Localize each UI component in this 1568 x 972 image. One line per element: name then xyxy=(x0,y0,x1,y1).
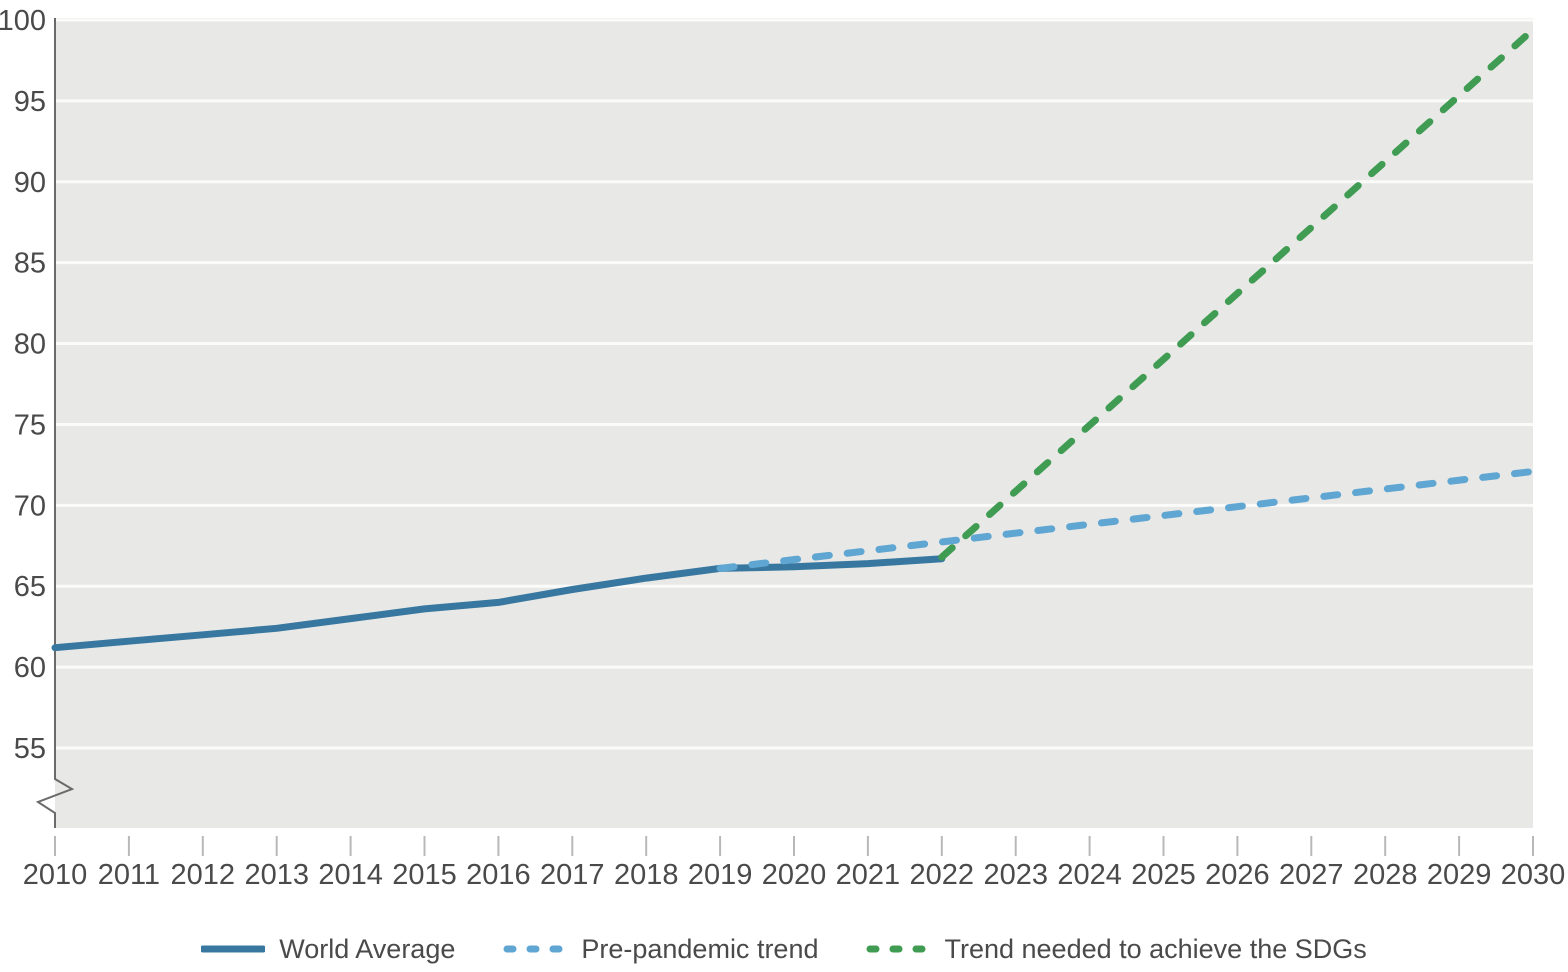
chart-plot-svg: 55 60 65 70 75 80 85 90 95 100 2010 2011 2012 2013 201… xyxy=(0,5,1566,891)
legend-label-world-average: World Average xyxy=(279,933,456,964)
y-axis-label-70: 70 xyxy=(14,490,46,522)
y-axis-label-85: 85 xyxy=(14,248,46,280)
x-axis-label-2015: 2015 xyxy=(392,859,457,891)
world-average-line-swatch xyxy=(201,945,266,953)
x-axis-label-2018: 2018 xyxy=(614,859,679,891)
x-axis-label-2013: 2013 xyxy=(244,859,309,891)
legend-item-sdg-trend: Trend needed to achieve the SDGs xyxy=(866,933,1367,965)
x-axis-label-2012: 2012 xyxy=(171,859,236,891)
y-axis-label-60: 60 xyxy=(14,652,46,684)
legend-label-pre-pandemic-trend: Pre-pandemic trend xyxy=(581,933,819,964)
x-axis-label-2023: 2023 xyxy=(983,859,1048,891)
y-axis-line-with-break xyxy=(35,18,75,828)
series-line-pre-pandemic-trend xyxy=(716,467,1537,572)
y-axis-label-65: 65 xyxy=(14,571,46,603)
y-axis-label-80: 80 xyxy=(14,329,46,361)
x-axis-label-2028: 2028 xyxy=(1353,859,1418,891)
x-axis-label-2011: 2011 xyxy=(98,859,160,891)
x-axis-label-2016: 2016 xyxy=(466,859,531,891)
y-axis-label-100: 100 xyxy=(0,5,46,37)
x-axis-label-2030: 2030 xyxy=(1501,859,1566,891)
x-axis-label-2029: 2029 xyxy=(1427,859,1492,891)
x-axis-label-2019: 2019 xyxy=(688,859,753,891)
x-axis-label-2026: 2026 xyxy=(1205,859,1270,891)
x-axis-label-2014: 2014 xyxy=(318,859,383,891)
y-axis-label-95: 95 xyxy=(14,86,46,118)
x-axis-label-2021: 2021 xyxy=(836,859,901,891)
x-axis-label-2022: 2022 xyxy=(910,859,975,891)
pre-pandemic-trend-line-swatch xyxy=(503,945,568,953)
x-axis-label-2024: 2024 xyxy=(1057,859,1122,891)
sdg-trend-line-swatch xyxy=(866,945,931,953)
y-axis-label-90: 90 xyxy=(14,167,46,199)
legend-item-world-average: World Average xyxy=(201,934,455,965)
chart-legend: World Average Pre-pandemic trend Trend n… xyxy=(0,926,1568,972)
legend-item-pre-pandemic-trend: Pre-pandemic trend xyxy=(503,934,818,965)
legend-label-sdg-trend: Trend needed to achieve the SDGs xyxy=(944,933,1367,964)
x-axis-label-2017: 2017 xyxy=(540,859,605,891)
x-axis-label-2027: 2027 xyxy=(1279,859,1344,891)
x-axis-label-2020: 2020 xyxy=(762,859,827,891)
y-axis-label-55: 55 xyxy=(14,733,46,765)
series-line-sdg-trend xyxy=(938,26,1537,561)
x-axis-label-2010: 2010 xyxy=(23,859,88,891)
x-axis-label-2025: 2025 xyxy=(1131,859,1196,891)
y-axis-label-75: 75 xyxy=(14,409,46,441)
series-line-world-average xyxy=(51,555,946,652)
